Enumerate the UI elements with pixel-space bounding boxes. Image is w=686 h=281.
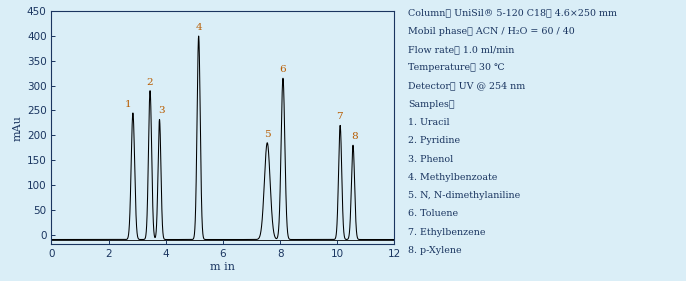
Text: 7. Ethylbenzene: 7. Ethylbenzene bbox=[408, 228, 486, 237]
Text: 5: 5 bbox=[264, 130, 270, 139]
Text: 1: 1 bbox=[124, 100, 131, 109]
Text: 4. Methylbenzoate: 4. Methylbenzoate bbox=[408, 173, 497, 182]
Text: Mobil phase： ACN / H₂O = 60 / 40: Mobil phase： ACN / H₂O = 60 / 40 bbox=[408, 27, 575, 36]
Text: 3: 3 bbox=[158, 106, 165, 115]
Text: 2: 2 bbox=[147, 78, 154, 87]
Y-axis label: mAu: mAu bbox=[12, 115, 23, 141]
Text: 5. N, N-dimethylaniline: 5. N, N-dimethylaniline bbox=[408, 191, 521, 200]
Text: Flow rate： 1.0 ml/min: Flow rate： 1.0 ml/min bbox=[408, 45, 514, 54]
Text: 7: 7 bbox=[335, 112, 342, 121]
Text: 3. Phenol: 3. Phenol bbox=[408, 155, 453, 164]
Text: 6. Toluene: 6. Toluene bbox=[408, 209, 458, 218]
Text: 8: 8 bbox=[351, 132, 358, 141]
Text: 6: 6 bbox=[280, 65, 286, 74]
X-axis label: m in: m in bbox=[211, 262, 235, 272]
Text: 8. p-Xylene: 8. p-Xylene bbox=[408, 246, 462, 255]
Text: Temperature： 30 ℃: Temperature： 30 ℃ bbox=[408, 63, 505, 72]
Text: 2. Pyridine: 2. Pyridine bbox=[408, 136, 460, 145]
Text: Column： UniSil® 5-120 C18， 4.6×250 mm: Column： UniSil® 5-120 C18， 4.6×250 mm bbox=[408, 8, 617, 17]
Text: 4: 4 bbox=[196, 23, 202, 32]
Text: 1. Uracil: 1. Uracil bbox=[408, 118, 450, 127]
Text: Samples：: Samples： bbox=[408, 100, 455, 109]
Text: Detector： UV @ 254 nm: Detector： UV @ 254 nm bbox=[408, 81, 525, 90]
